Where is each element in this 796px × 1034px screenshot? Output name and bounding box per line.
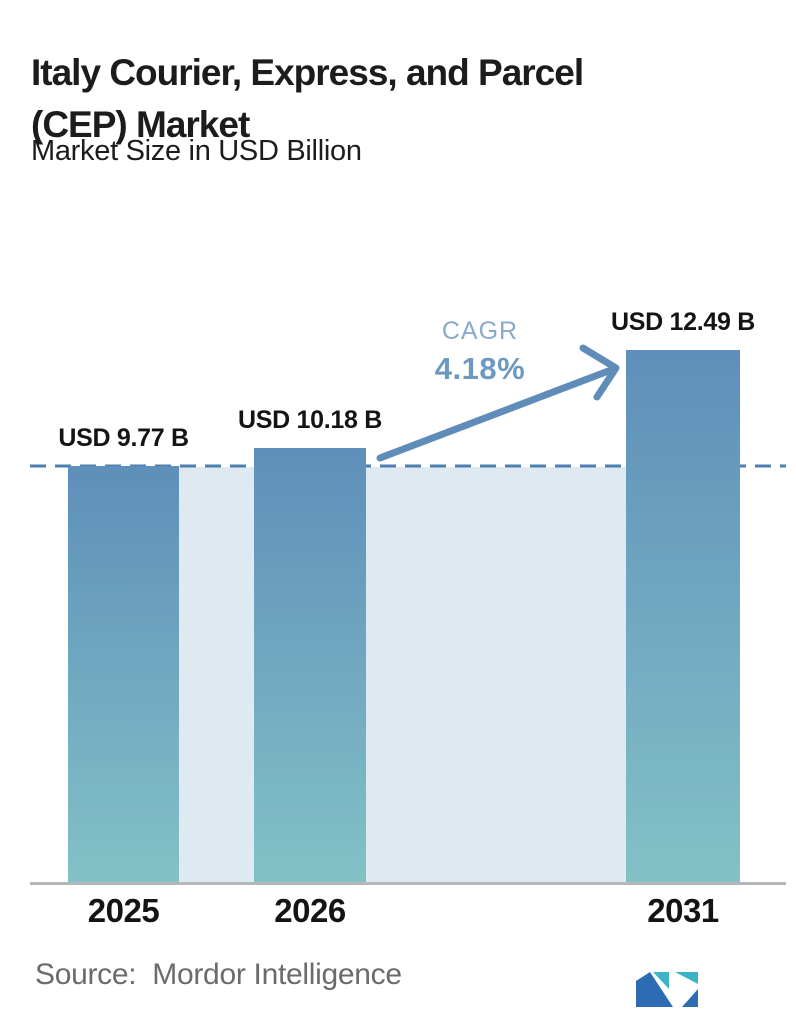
bar-column-2026: USD 10.18 B bbox=[238, 406, 382, 883]
bar-2031 bbox=[626, 350, 740, 883]
bar-2025 bbox=[68, 466, 179, 883]
chart-title: Italy Courier, Express, and Parcel (CEP)… bbox=[31, 47, 584, 151]
bar-value-label: USD 12.49 B bbox=[611, 308, 755, 336]
chart-title-line-2: (CEP) Market bbox=[31, 103, 250, 145]
logo-right-top-wedge bbox=[675, 972, 698, 984]
cagr-label: CAGR bbox=[441, 317, 519, 345]
source-name: Mordor Intelligence bbox=[152, 958, 402, 991]
bar-value-label: USD 9.77 B bbox=[58, 424, 189, 452]
x-axis-label-2031: 2031 bbox=[647, 892, 719, 929]
bar-value-label: USD 10.18 B bbox=[238, 406, 382, 434]
logo-middle-wedge bbox=[653, 972, 669, 989]
x-axis-label-2025: 2025 bbox=[87, 892, 160, 929]
x-axis-label-2026: 2026 bbox=[274, 892, 346, 929]
bar-2026 bbox=[254, 448, 366, 883]
chart-subtitle: Market Size in USD Billion bbox=[31, 135, 362, 167]
mordor-intelligence-logo bbox=[636, 972, 698, 1007]
x-axis-line bbox=[30, 882, 786, 885]
cagr-annotation: CAGR 4.18% bbox=[396, 317, 564, 387]
bar-column-2031: USD 12.49 B bbox=[611, 308, 755, 883]
chart-title-line-1: Italy Courier, Express, and Parcel bbox=[31, 51, 584, 93]
source-label: Source: bbox=[35, 958, 137, 991]
bar-column-2025: USD 9.77 B bbox=[58, 424, 189, 883]
logo-right-bottom-wedge bbox=[682, 989, 698, 1007]
cagr-value: 4.18% bbox=[434, 351, 526, 386]
logo-left-stroke bbox=[636, 972, 673, 1007]
source-attribution: Source: Mordor Intelligence bbox=[35, 958, 402, 992]
